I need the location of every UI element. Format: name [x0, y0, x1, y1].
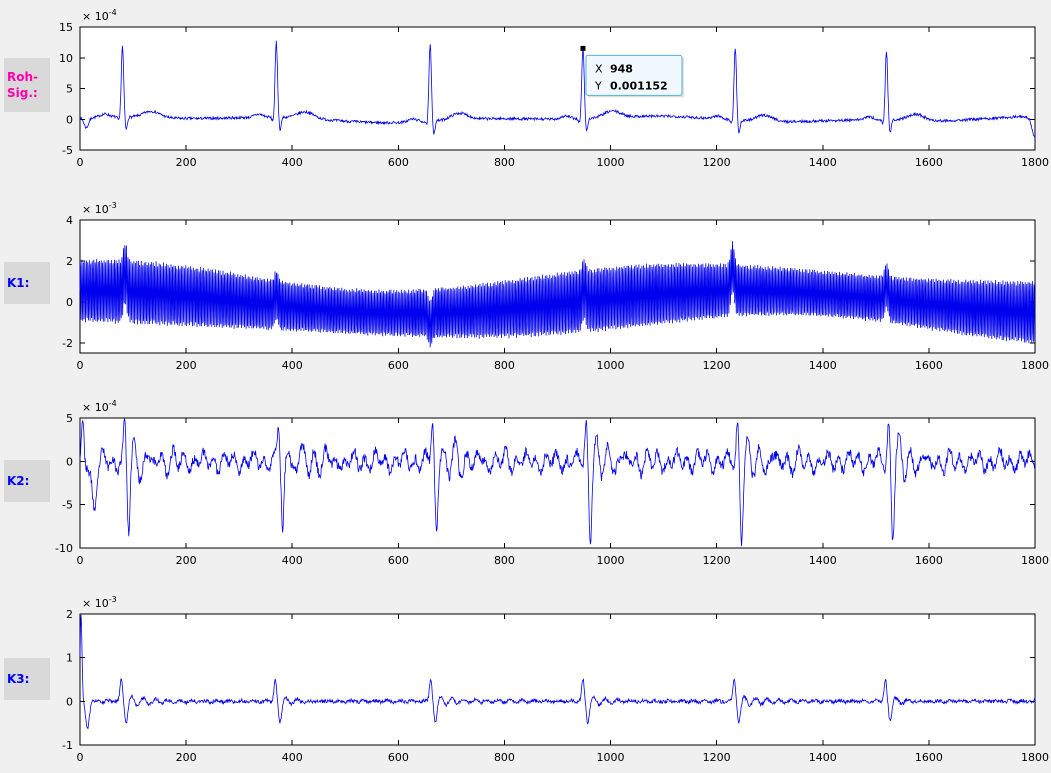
- plot-area[interactable]: [79, 26, 1036, 151]
- x-tick-label: 400: [282, 751, 303, 764]
- plot-area[interactable]: [79, 417, 1036, 549]
- x-tick-label: 600: [388, 554, 409, 567]
- x-tick-label: 200: [176, 751, 197, 764]
- x-tick-label: 800: [494, 554, 515, 567]
- x-tick-label: 1200: [703, 359, 731, 372]
- x-tick-label: 1400: [809, 751, 837, 764]
- side-label-text: Roh-: [7, 70, 39, 84]
- y-tick-label: -2: [62, 337, 73, 350]
- chart-roh-signal[interactable]: 0 200 400 600 800 1000 1200 1400 1600 1800 -5 0 5 10 1…: [0, 5, 1051, 178]
- x-tick-label: 1600: [915, 751, 943, 764]
- signal-trace: [79, 418, 1036, 547]
- x-tick-label: 400: [282, 554, 303, 567]
- x-tick-label: 1800: [1021, 554, 1049, 567]
- x-tick-label: 0: [77, 751, 84, 764]
- y-exponent-label: × 10-4: [82, 8, 117, 23]
- y-tick-label: 4: [66, 214, 73, 227]
- plot-area[interactable]: [79, 613, 1036, 746]
- y-tick-label: 15: [59, 21, 73, 34]
- y-tick-label: 0: [66, 695, 73, 708]
- datatip-x-label: X: [595, 62, 603, 75]
- datatip-marker[interactable]: [580, 45, 586, 51]
- x-tick-label: 200: [176, 554, 197, 567]
- y-tick-label: -5: [62, 144, 73, 157]
- y-exponent-label: × 10-4: [82, 399, 117, 414]
- datatip-y-label: Y: [594, 79, 602, 92]
- y-tick-label: -5: [62, 499, 73, 512]
- y-tick-label: 0: [66, 113, 73, 126]
- y-tick-label: -1: [62, 739, 73, 752]
- x-tick-label: 1800: [1021, 751, 1049, 764]
- x-tick-label: 400: [282, 156, 303, 169]
- x-tick-label: 1200: [703, 751, 731, 764]
- x-tick-label: 800: [494, 751, 515, 764]
- x-tick-label: 0: [77, 156, 84, 169]
- x-tick-label: 400: [282, 359, 303, 372]
- x-tick-label: 1400: [809, 359, 837, 372]
- x-tick-label: 1600: [915, 554, 943, 567]
- x-tick-label: 1000: [597, 554, 625, 567]
- chart-k3[interactable]: 0 200 400 600 800 1000 1200 1400 1600 1800 -1 0 1 2 × …: [0, 592, 1051, 773]
- x-tick-label: 200: [176, 156, 197, 169]
- side-label-text: K2:: [7, 474, 30, 488]
- x-tick-label: 1200: [703, 554, 731, 567]
- x-tick-label: 0: [77, 554, 84, 567]
- x-tick-label: 600: [388, 359, 409, 372]
- y-exponent-label: × 10-3: [82, 201, 117, 216]
- signal-trace: [79, 614, 1036, 729]
- x-tick-label: 1400: [809, 554, 837, 567]
- y-tick-label: 0: [66, 455, 73, 468]
- x-tick-label: 1800: [1021, 359, 1049, 372]
- y-tick-label: 1: [66, 652, 73, 665]
- side-label-text: K1:: [7, 276, 30, 290]
- side-label-k3: K3:: [4, 658, 50, 700]
- y-exponent-label: × 10-3: [82, 595, 117, 610]
- x-tick-label: 1000: [597, 359, 625, 372]
- chart-k2[interactable]: 0 200 400 600 800 1000 1200 1400 1600 1800 -10 -5 0 5…: [0, 396, 1051, 576]
- x-tick-label: 800: [494, 156, 515, 169]
- x-tick-label: 1400: [809, 156, 837, 169]
- x-tick-label: 1600: [915, 359, 943, 372]
- side-label-k2: K2:: [4, 460, 50, 502]
- y-tick-label: 2: [66, 255, 73, 268]
- side-label-roh-sig: Roh- Sig.:: [4, 58, 50, 112]
- y-tick-label: 2: [66, 608, 73, 621]
- signal-trace: [80, 40, 1036, 139]
- x-tick-label: 600: [388, 751, 409, 764]
- side-label-text: Sig.:: [7, 86, 38, 100]
- x-tick-label: 1800: [1021, 156, 1049, 169]
- x-tick-label: 800: [494, 359, 515, 372]
- x-tick-label: 1000: [597, 751, 625, 764]
- x-tick-label: 200: [176, 359, 197, 372]
- x-tick-label: 1200: [703, 156, 731, 169]
- y-tick-label: -10: [55, 542, 73, 555]
- signal-trace: [79, 241, 1036, 348]
- y-tick-label: 5: [66, 412, 73, 425]
- y-tick-label: 10: [59, 52, 73, 65]
- side-label-text: K3:: [7, 672, 30, 686]
- x-tick-label: 0: [77, 359, 84, 372]
- x-tick-label: 1000: [597, 156, 625, 169]
- side-label-k1: K1:: [4, 262, 50, 304]
- chart-k1[interactable]: 0 200 400 600 800 1000 1200 1400 1600 1800 -2 0 2 4 × …: [0, 198, 1051, 381]
- x-tick-label: 600: [388, 156, 409, 169]
- datatip-y-value: 0.001152: [610, 79, 668, 92]
- y-tick-label: 0: [66, 296, 73, 309]
- datatip-x-value: 948: [610, 62, 633, 75]
- y-tick-label: 5: [66, 83, 73, 96]
- datatip-box[interactable]: [585, 54, 683, 96]
- x-tick-label: 1600: [915, 156, 943, 169]
